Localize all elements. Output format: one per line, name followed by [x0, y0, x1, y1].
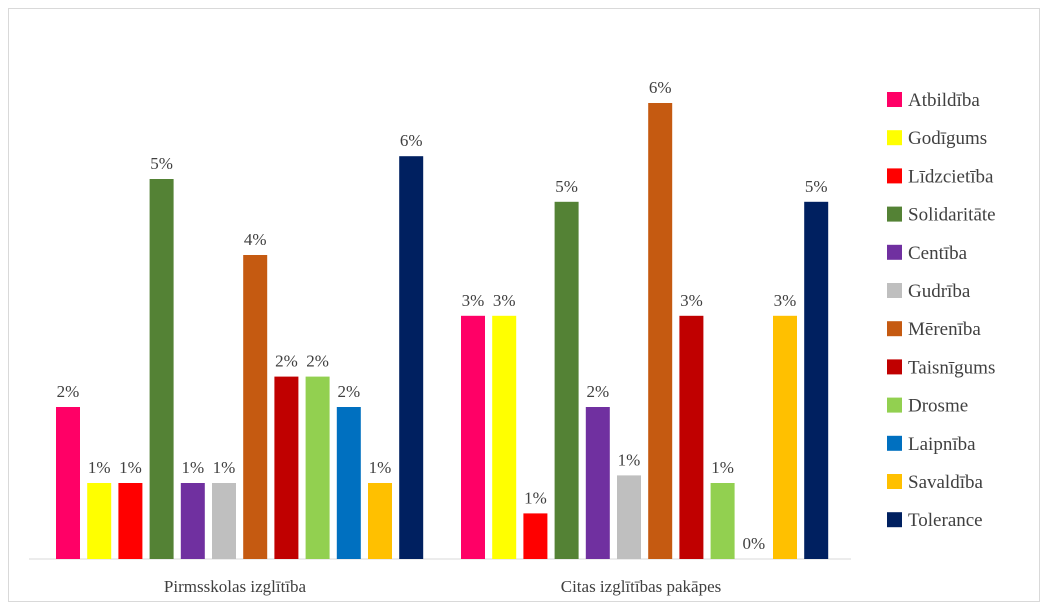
bar-godigums-citas: [492, 315, 517, 559]
data-label: 1%: [88, 458, 111, 477]
bar-lidzcietiba-citas: [523, 513, 548, 559]
bar-solidaritate-citas: [554, 201, 579, 560]
data-label: 1%: [369, 458, 392, 477]
bar-laipniba-pirmsskolas: [336, 407, 361, 559]
legend-label-gudriba: Gudrība: [908, 281, 971, 302]
legend-label-godigums: Godīgums: [908, 128, 987, 149]
data-label: 5%: [555, 177, 578, 196]
legend-swatch-laipniba: [887, 435, 902, 451]
bar-taisnigums-pirmsskolas: [274, 376, 299, 559]
legend-swatch-centiba: [887, 244, 902, 260]
plot-area: 2% 1% 1% 5% 1% 1% 4% 2% 2% 2% 1% 6% Pirmsskolas izgl…: [29, 78, 851, 596]
data-label: 6%: [649, 78, 672, 97]
bar-tolerance-pirmsskolas: [399, 156, 424, 559]
data-label: 3%: [493, 291, 516, 310]
bar-tolerance-citas: [804, 201, 829, 560]
legend-swatch-godigums: [887, 130, 902, 146]
bar-savaldiba-citas: [773, 315, 797, 559]
bar-centiba-pirmsskolas: [180, 483, 205, 559]
bar-drosme-citas: [710, 483, 735, 559]
data-label: 1%: [711, 458, 734, 477]
legend-swatch-atbildiba: [887, 92, 902, 107]
legend-swatch-drosme: [887, 397, 902, 413]
chart-frame: 2% 1% 1% 5% 1% 1% 4% 2% 2% 2% 1% 6% Pirmsskolas izgl…: [8, 8, 1040, 602]
bar-chart: 2% 1% 1% 5% 1% 1% 4% 2% 2% 2% 1% 6% Pirmsskolas izgl…: [29, 78, 996, 596]
legend-label-savaldiba: Savaldība: [908, 472, 983, 493]
bar-mereniba-pirmsskolas: [243, 255, 268, 559]
data-label: 5%: [150, 154, 173, 173]
legend-label-lidzcietiba: Līdzcietība: [908, 166, 994, 187]
legend-swatch-lidzcietiba: [887, 168, 902, 184]
legend-label-drosme: Drosme: [908, 396, 968, 417]
bar-solidaritate-pirmsskolas: [149, 179, 174, 559]
data-label: 4%: [244, 230, 267, 249]
bar-lidzcietiba-pirmsskolas: [118, 483, 143, 559]
legend-label-laipniba: Laipnība: [908, 434, 976, 455]
bar-atbildiba-citas: [461, 315, 485, 559]
data-label: 1%: [181, 458, 204, 477]
legend-swatch-mereniba: [887, 321, 902, 337]
data-label: 1%: [119, 458, 142, 477]
bar-centiba-citas: [585, 407, 610, 559]
data-label: 2%: [57, 382, 80, 401]
data-label: 3%: [462, 291, 485, 310]
data-label: 5%: [805, 177, 828, 196]
bar-savaldiba-pirmsskolas: [368, 483, 392, 559]
legend-swatch-tolerance: [887, 512, 902, 528]
legend-label-centiba: Centība: [908, 243, 968, 264]
x-tick-label: Citas izglītības pakāpes: [561, 577, 722, 596]
legend-label-taisnigums: Taisnīgums: [908, 357, 995, 378]
data-label: 2%: [586, 382, 609, 401]
bar-gudriba-citas: [617, 475, 641, 559]
bar-godigums-pirmsskolas: [87, 483, 112, 559]
legend-label-tolerance: Tolerance: [908, 510, 983, 531]
legend-swatch-solidaritate: [887, 206, 902, 222]
legend-label-solidaritate: Solidaritāte: [908, 205, 996, 226]
data-label: 0%: [742, 534, 765, 553]
data-label: 6%: [400, 131, 423, 150]
bar-mereniba-citas: [648, 103, 673, 559]
bar-gudriba-pirmsskolas: [212, 483, 236, 559]
data-label: 2%: [306, 352, 329, 371]
data-label: 1%: [618, 450, 641, 469]
legend-label-mereniba: Mērenība: [908, 319, 981, 340]
bar-taisnigums-citas: [679, 315, 704, 559]
data-label: 2%: [337, 382, 360, 401]
data-label: 1%: [213, 458, 236, 477]
data-label: 3%: [774, 291, 797, 310]
legend-swatch-gudriba: [887, 283, 902, 298]
data-label: 3%: [680, 291, 703, 310]
bar-atbildiba-pirmsskolas: [56, 407, 80, 559]
x-tick-label: Pirmsskolas izglītība: [164, 577, 307, 596]
legend-label-atbildiba: Atbildība: [908, 90, 980, 111]
bar-drosme-pirmsskolas: [305, 376, 330, 559]
legend-swatch-savaldiba: [887, 474, 902, 489]
legend: Atbildība Godīgums Līdzcietība Solidaritāte…: [887, 90, 996, 531]
data-label: 1%: [524, 488, 547, 507]
legend-swatch-taisnigums: [887, 359, 902, 375]
data-label: 2%: [275, 352, 298, 371]
